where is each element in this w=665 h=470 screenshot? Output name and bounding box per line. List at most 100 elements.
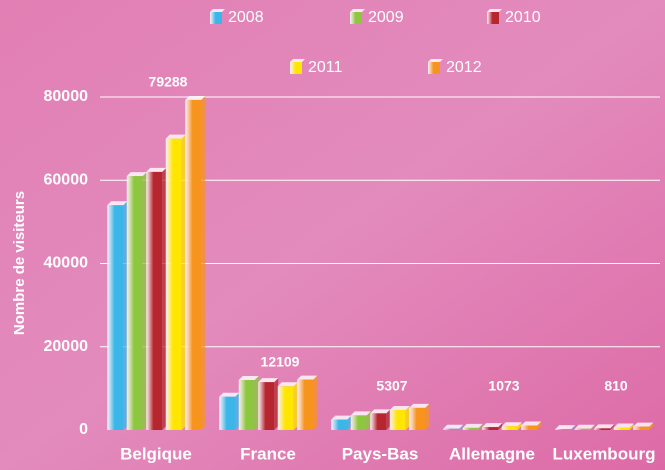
bar xyxy=(146,171,163,431)
legend-label: 2011 xyxy=(308,59,343,76)
bar-top xyxy=(126,172,147,177)
legend-swatch-top xyxy=(350,9,365,12)
bar-side xyxy=(498,423,503,430)
x-tick-label: Belgique xyxy=(120,444,192,463)
bar xyxy=(165,138,182,430)
bar-side xyxy=(274,378,279,430)
legend-swatch xyxy=(428,62,440,74)
bar xyxy=(521,425,538,430)
bar-side xyxy=(610,424,615,430)
bar-side xyxy=(649,422,654,430)
legend-swatch xyxy=(210,12,222,24)
bar-side xyxy=(517,422,522,430)
bar-side xyxy=(386,409,391,430)
bar-side xyxy=(313,375,318,430)
bar xyxy=(126,176,143,430)
bar-side xyxy=(537,421,542,430)
bar-side xyxy=(142,172,147,430)
bar xyxy=(501,426,518,430)
legend-swatch-top xyxy=(210,9,225,12)
bar-side xyxy=(162,167,167,431)
bar-side xyxy=(629,423,634,430)
bar xyxy=(574,428,591,430)
bar-top xyxy=(521,421,542,426)
bar-top xyxy=(107,201,128,206)
bar xyxy=(633,426,650,430)
bar-top xyxy=(370,409,391,414)
legend-label: 2008 xyxy=(228,9,264,26)
bar xyxy=(238,380,255,430)
bar-top xyxy=(238,376,259,381)
legend-swatch xyxy=(487,12,499,24)
legend-label: 2012 xyxy=(446,59,482,76)
x-tick-label: Allemagne xyxy=(449,444,535,463)
bar-top xyxy=(277,382,298,387)
bar-side xyxy=(254,376,259,430)
legend-swatch-top xyxy=(428,59,443,62)
bar xyxy=(258,382,275,430)
bar-top xyxy=(297,375,318,380)
bar-side xyxy=(347,415,352,430)
data-label: 5307 xyxy=(376,378,407,394)
y-tick-label: 80000 xyxy=(44,88,89,105)
y-tick-label: 20000 xyxy=(44,338,89,355)
y-tick-label: 40000 xyxy=(44,255,89,272)
bar xyxy=(443,428,460,430)
data-label: 79288 xyxy=(149,74,188,90)
bar-side xyxy=(366,411,371,430)
bar-top xyxy=(555,425,576,430)
data-label: 1073 xyxy=(488,378,519,394)
bar-side xyxy=(478,423,483,430)
legend-swatch xyxy=(350,12,362,24)
bar xyxy=(409,407,426,430)
bar xyxy=(219,396,236,430)
bar xyxy=(594,428,611,430)
legend-label: 2009 xyxy=(368,9,404,26)
bar xyxy=(277,386,294,430)
bar-top xyxy=(574,424,595,429)
bar-top xyxy=(482,423,503,428)
y-tick-label: 60000 xyxy=(44,171,89,188)
bar xyxy=(389,410,406,430)
legend-swatch xyxy=(290,62,302,74)
bar-top xyxy=(633,422,654,427)
bar xyxy=(331,419,348,430)
y-tick-label: 0 xyxy=(79,421,88,438)
bar-top xyxy=(185,95,206,100)
bar-side xyxy=(201,95,206,431)
bar xyxy=(350,415,367,430)
bar-top xyxy=(331,415,352,420)
bar-top xyxy=(443,424,464,429)
bar xyxy=(555,429,572,430)
bar-side xyxy=(425,403,430,430)
bar xyxy=(482,427,499,430)
bar-side xyxy=(571,425,576,430)
bar xyxy=(297,379,314,430)
legend-label: 2010 xyxy=(505,9,541,26)
bar-top xyxy=(594,424,615,429)
bar-top xyxy=(146,167,167,172)
bar-top xyxy=(258,378,279,383)
bar-top xyxy=(501,422,522,427)
bar-top xyxy=(409,403,430,408)
bar-top xyxy=(219,392,240,397)
legend-swatch-top xyxy=(290,59,305,62)
bar-top xyxy=(350,411,371,416)
bar-side xyxy=(181,134,186,430)
bar-side xyxy=(293,382,298,430)
bar-top xyxy=(165,134,186,139)
data-label: 12109 xyxy=(261,353,300,369)
bar-side xyxy=(405,406,410,430)
bar-top xyxy=(389,406,410,411)
bar-side xyxy=(235,392,240,430)
bar xyxy=(370,413,387,430)
x-tick-label: Luxembourg xyxy=(553,444,656,463)
bar xyxy=(185,99,202,431)
bar-top xyxy=(462,423,483,428)
bar-side xyxy=(590,424,595,430)
legend-swatch-top xyxy=(487,9,502,12)
bar xyxy=(613,427,630,430)
data-label: 810 xyxy=(604,378,628,394)
x-tick-label: Pays-Bas xyxy=(342,444,419,463)
